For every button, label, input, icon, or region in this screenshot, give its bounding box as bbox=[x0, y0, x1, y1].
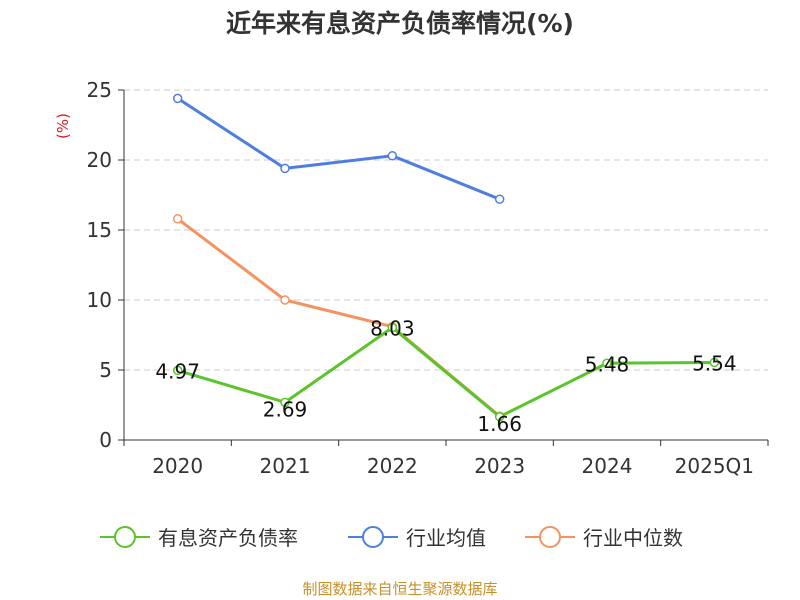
data-point bbox=[280, 397, 290, 408]
x-tick-label: 2025Q1 bbox=[675, 454, 754, 478]
x-tick-label: 2020 bbox=[152, 454, 203, 478]
data-point bbox=[602, 358, 612, 369]
data-point bbox=[280, 163, 290, 174]
legend-marker bbox=[362, 526, 384, 548]
data-point bbox=[280, 295, 290, 305]
chart-title: 近年来有息资产负债率情况(%) bbox=[226, 9, 574, 38]
legend-marker bbox=[539, 526, 561, 548]
data-point bbox=[709, 357, 720, 368]
y-tick-label: 10 bbox=[87, 288, 112, 312]
y-tick-label: 5 bbox=[99, 358, 112, 382]
x-tick-label: 2021 bbox=[260, 454, 311, 478]
y-tick-label: 15 bbox=[87, 218, 112, 242]
data-point bbox=[387, 322, 398, 333]
data-point bbox=[494, 194, 505, 204]
data-label: 2.69 bbox=[263, 397, 308, 421]
legend-marker bbox=[114, 526, 136, 548]
y-tick-label: 0 bbox=[99, 428, 112, 452]
data-label: 1.66 bbox=[477, 412, 522, 436]
data-label: 8.03 bbox=[370, 317, 415, 341]
data-point bbox=[172, 93, 183, 104]
data-point bbox=[172, 214, 183, 224]
y-tick-label: 25 bbox=[87, 78, 112, 102]
data-point bbox=[494, 412, 505, 422]
data-label: 5.54 bbox=[692, 351, 737, 375]
x-tick-label: 2022 bbox=[367, 454, 418, 478]
legend-label: 行业均值 bbox=[406, 526, 486, 550]
series-line-0 bbox=[177, 326, 715, 419]
data-point bbox=[172, 365, 183, 376]
legend-label: 行业中位数 bbox=[583, 526, 683, 550]
x-tick-label: 2024 bbox=[582, 454, 633, 478]
series-line-2 bbox=[176, 217, 501, 418]
legend-label: 有息资产负债率 bbox=[158, 526, 298, 550]
data-label: 5.48 bbox=[585, 352, 630, 376]
data-label: 4.97 bbox=[155, 359, 200, 383]
data-point bbox=[387, 151, 398, 161]
y-axis-label: (%) bbox=[54, 113, 72, 139]
source-note: 制图数据来自恒生聚源数据库 bbox=[302, 580, 498, 598]
series-line-1 bbox=[176, 97, 501, 201]
y-tick-label: 20 bbox=[87, 148, 112, 172]
x-tick-label: 2023 bbox=[474, 454, 525, 478]
